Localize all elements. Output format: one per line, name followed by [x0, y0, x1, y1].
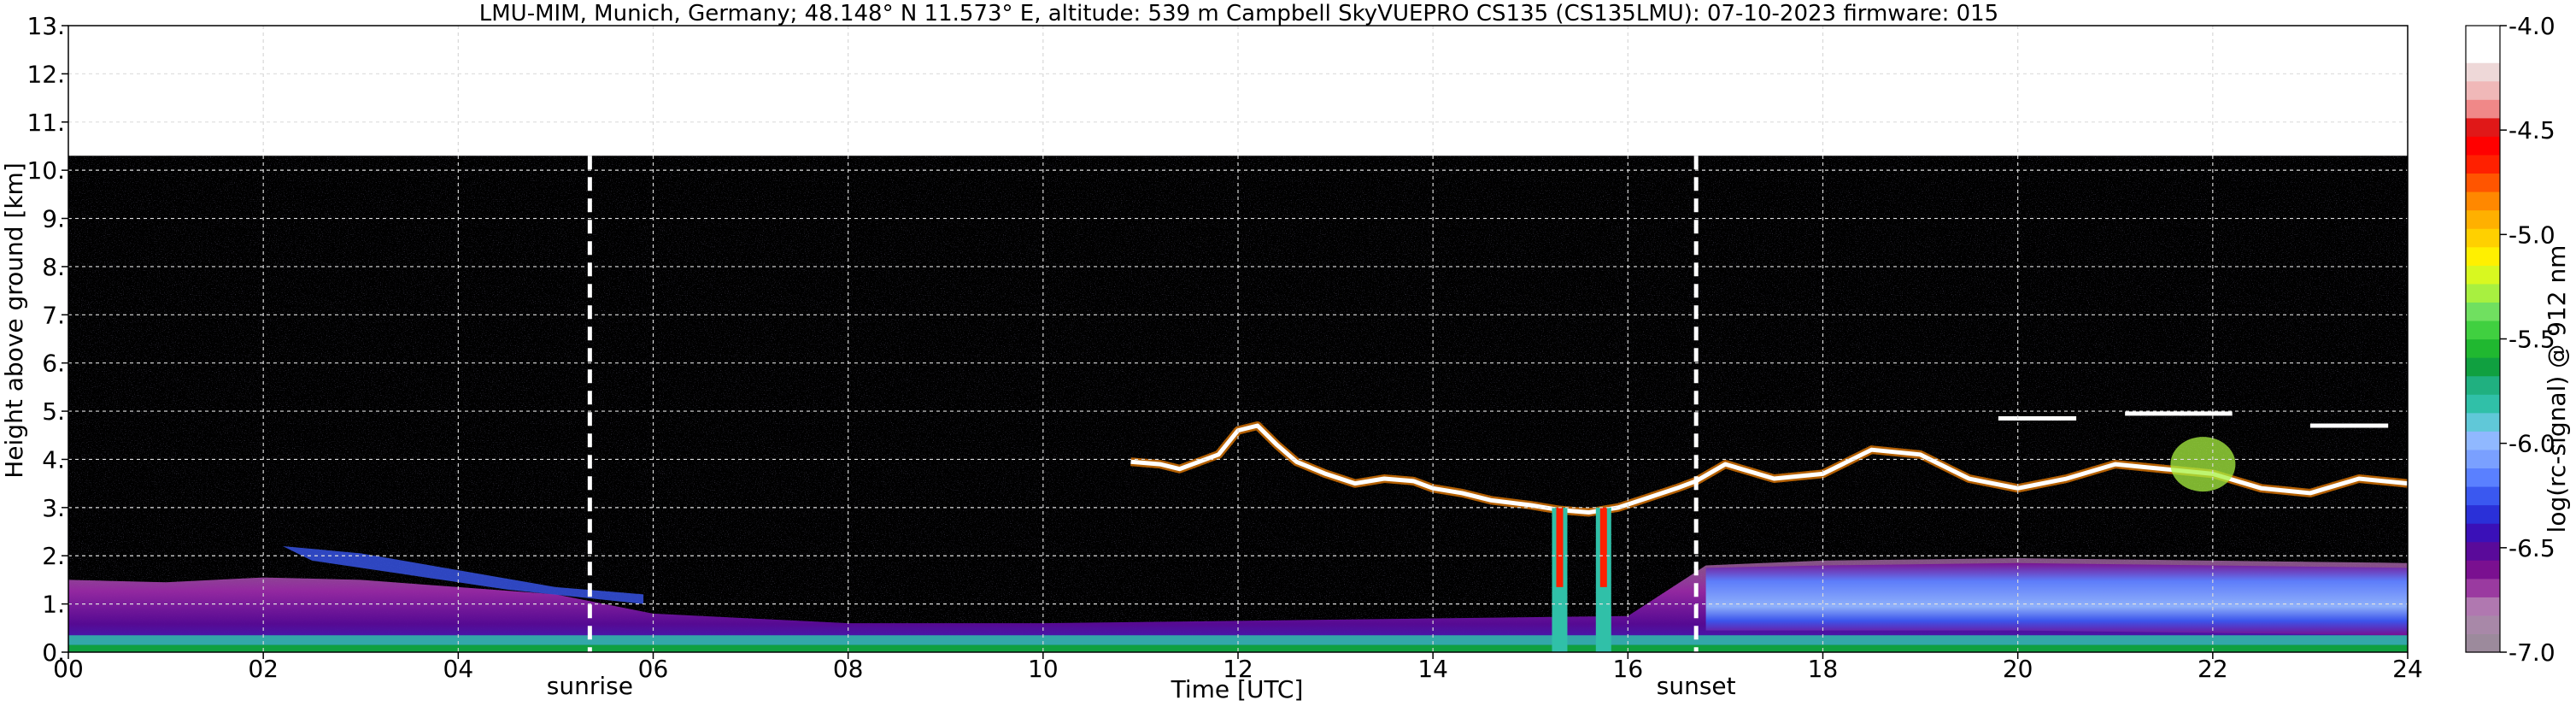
y-tick-label: 5.	[42, 397, 65, 426]
colorbar-segment	[2466, 449, 2500, 469]
event-label-sunset: sunset	[1657, 672, 1736, 700]
y-tick-label: 12.	[26, 60, 65, 88]
colorbar-segment	[2466, 44, 2500, 63]
colorbar-segment	[2466, 468, 2500, 487]
colorbar-tick-label: -6.0	[2509, 430, 2555, 458]
axes: 00 02 04 06 08 10 12 14 16 18 20 22 24 0. 1. 2. 3. 4. 5. 6.…	[26, 12, 2422, 683]
colorbar-segment	[2466, 560, 2500, 580]
y-tick-label: 8.	[42, 253, 65, 281]
noise-speckle-day	[1042, 156, 1726, 412]
y-tick-label: 0.	[42, 638, 65, 667]
x-tick-label: 04	[443, 655, 474, 683]
colorbar-segment	[2466, 504, 2500, 524]
y-tick-label: 2.	[42, 542, 65, 570]
morning-aerosol-layer	[282, 545, 644, 604]
x-tick-label: 10	[1028, 655, 1059, 683]
colorbar-segment	[2466, 62, 2500, 82]
colorbar-segment	[2466, 320, 2500, 340]
colorbar-segment	[2466, 191, 2500, 211]
x-tick-label: 02	[248, 655, 279, 683]
y-tick-label: 13.	[26, 12, 65, 40]
colorbar-segment	[2466, 394, 2500, 414]
colorbar-segment	[2466, 375, 2500, 395]
colorbar-segment	[2466, 265, 2500, 285]
x-tick-label: 12	[1223, 655, 1253, 683]
colorbar-tick-label: -4.5	[2509, 116, 2555, 144]
plot-area	[68, 26, 2408, 652]
x-tick-label: 22	[2198, 655, 2228, 683]
colorbar-segment	[2466, 485, 2500, 506]
colorbar-tick-label: -4.0	[2509, 12, 2555, 40]
y-tick-label: 3.	[42, 494, 65, 522]
colorbar-segment	[2466, 136, 2500, 156]
colorbar-segment	[2466, 431, 2500, 450]
chart-title: LMU-MIM, Munich, Germany; 48.148° N 11.5…	[479, 1, 1998, 26]
y-tick-label: 9.	[42, 205, 65, 233]
colorbar-segment	[2466, 246, 2500, 266]
y-tick-label: 6.	[42, 350, 65, 378]
colorbar-tick-label: -7.0	[2509, 638, 2555, 667]
colorbar-segment	[2466, 154, 2500, 174]
y-tick-label: 4.	[42, 445, 65, 474]
colorbar-label: log(rc-signal) @ 912 nm	[2543, 245, 2571, 533]
y-tick-label: 10.	[26, 156, 65, 185]
colorbar-segment	[2466, 633, 2500, 653]
event-label-sunrise: sunrise	[547, 672, 633, 700]
x-tick-label: 16	[1613, 655, 1644, 683]
colorbar-segment	[2466, 412, 2500, 432]
colorbar-segment	[2466, 541, 2500, 561]
grid-lines	[68, 26, 2408, 652]
residual-layer	[1705, 562, 2408, 636]
colorbar-segment	[2466, 523, 2500, 543]
x-tick-label: 20	[2003, 655, 2033, 683]
colorbar-segment	[2466, 99, 2500, 119]
precipitation-core	[1599, 507, 1607, 587]
colorbar-segment	[2466, 173, 2500, 192]
x-tick-label: 00	[53, 655, 84, 683]
x-tick-label: 08	[833, 655, 864, 683]
colorbar-segment	[2466, 597, 2500, 616]
colorbar-segment	[2466, 578, 2500, 597]
noise-speckle-morning	[701, 156, 1043, 363]
cloud-patch	[2170, 437, 2236, 492]
colorbar-segment	[2466, 338, 2500, 358]
y-tick-label: 11.	[26, 109, 65, 137]
colorbar-tick-label: -5.0	[2509, 221, 2555, 249]
colorbar-segment	[2466, 283, 2500, 303]
x-tick-label: 18	[1808, 655, 1839, 683]
x-axis-label: Time [UTC]	[1171, 675, 1304, 703]
x-tick-label: 24	[2392, 655, 2423, 683]
event-markers: sunrise sunset	[547, 156, 1736, 700]
colorbar: -4.0 -4.5 -5.0 -5.5 -6.0 -6.5 -7.0	[2465, 12, 2555, 667]
colorbar-segment	[2466, 302, 2500, 321]
colorbar-segment	[2466, 615, 2500, 635]
colorbar-segment	[2466, 117, 2500, 137]
y-tick-label: 1.	[42, 591, 65, 619]
colorbar-tick-label: -5.5	[2509, 326, 2555, 354]
y-axis-label: Height above ground [km]	[0, 162, 28, 479]
colorbar-segment	[2466, 228, 2500, 248]
colorbar-segment	[2466, 209, 2500, 229]
colorbar-segment	[2466, 26, 2500, 45]
colorbar-segment	[2466, 357, 2500, 377]
colorbar-tick-label: -6.5	[2509, 534, 2555, 562]
colorbar-segment	[2466, 80, 2500, 100]
y-tick-label: 7.	[42, 301, 65, 329]
precipitation-core	[1556, 507, 1564, 587]
x-tick-label: 06	[638, 655, 669, 683]
surface-layer	[68, 635, 2408, 645]
x-tick-label: 14	[1417, 655, 1448, 683]
